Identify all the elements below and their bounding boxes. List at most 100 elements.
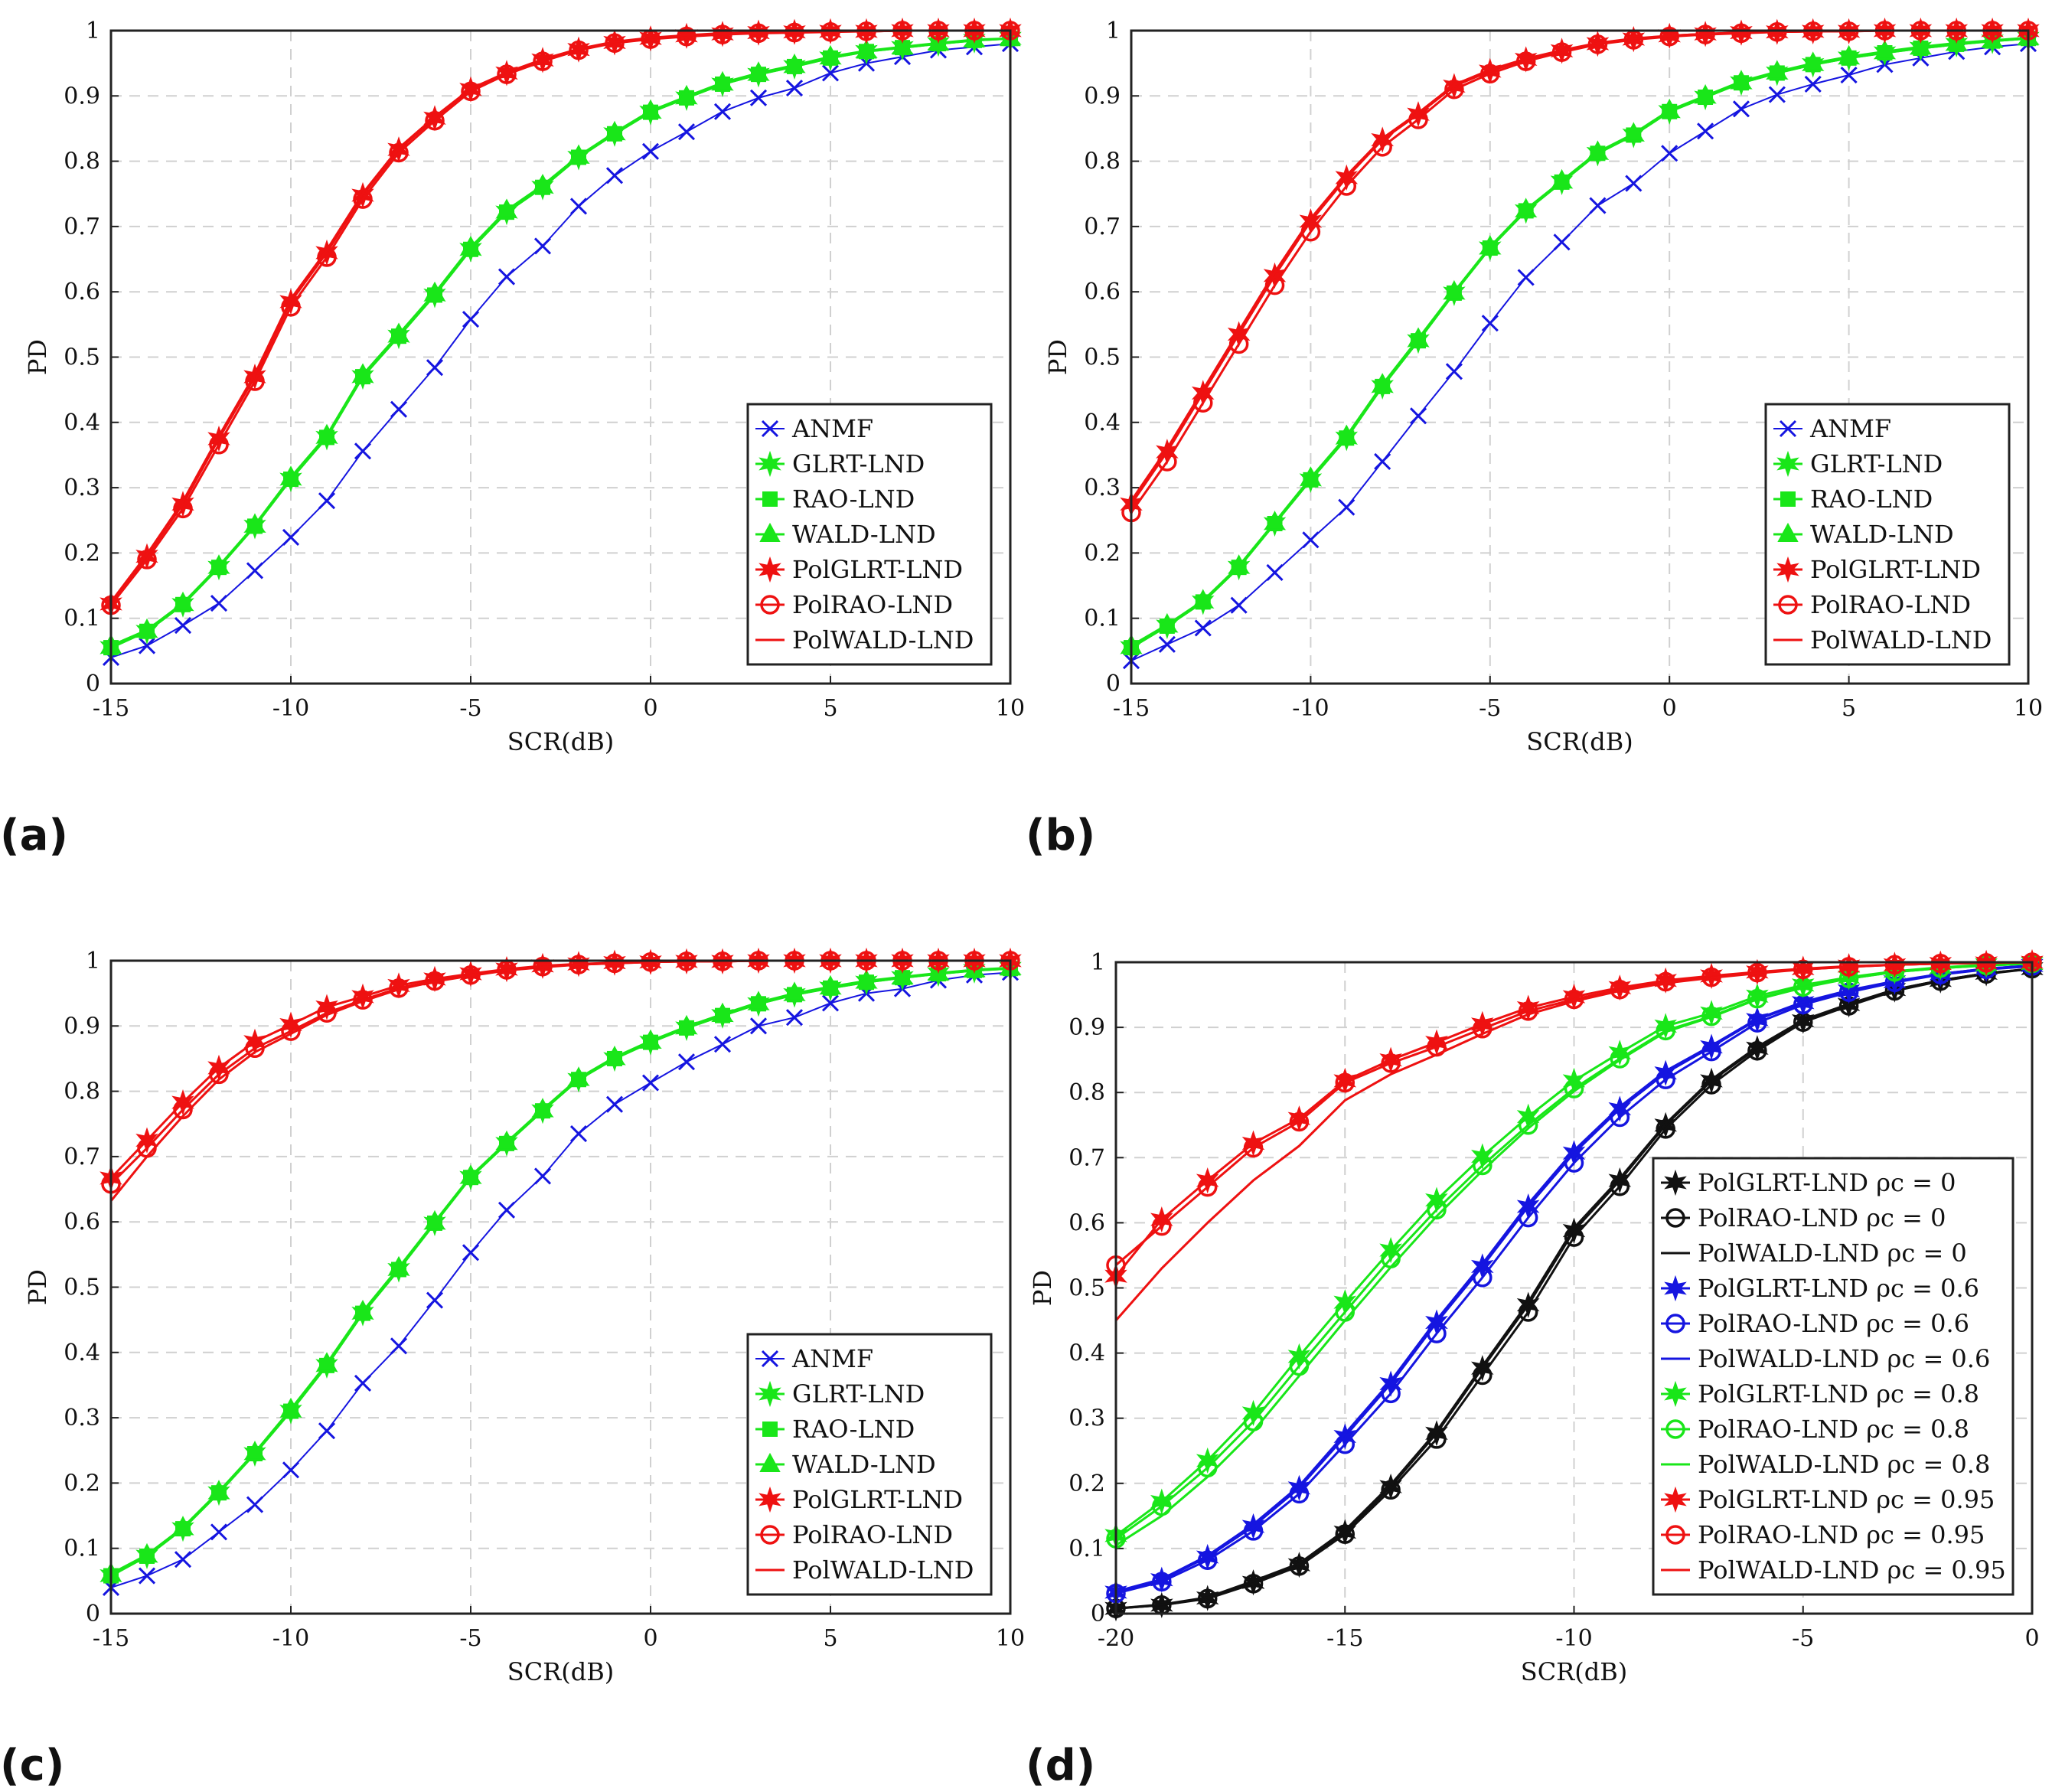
- data-point: [532, 174, 553, 194]
- y-axis-label: PD: [1043, 339, 1072, 375]
- data-point: [1241, 1513, 1265, 1540]
- y-tick-label: 0.8: [1068, 1079, 1105, 1106]
- data-point: [1473, 1155, 1493, 1176]
- data-point: [785, 1009, 804, 1027]
- legend-label: PolGLRT-LND ρc = 0.8: [1698, 1379, 1979, 1408]
- data-point: [1731, 70, 1752, 90]
- legend-marker: [1665, 1419, 1685, 1439]
- legend-label: RAO-LND: [792, 1415, 915, 1444]
- data-point: [138, 1567, 156, 1585]
- legend-entry: PolWALD-LND ρc = 0.95: [1661, 1555, 2006, 1585]
- data-point: [1158, 635, 1176, 653]
- y-tick-label: 0.9: [64, 83, 100, 109]
- data-point: [318, 1422, 336, 1440]
- legend-entry: PolWALD-LND: [755, 625, 974, 654]
- axes-frame: [1130, 29, 2030, 685]
- data-point: [353, 189, 373, 209]
- data-point: [425, 110, 445, 131]
- y-tick-label: 0.9: [1068, 1014, 1105, 1041]
- data-point: [1338, 498, 1355, 516]
- data-point: [496, 1131, 517, 1151]
- legend-entry: PolRAO-LND ρc = 0.95: [1661, 1520, 1985, 1549]
- panel-a: -15 -10 -5 0 5 10 0 0.1 0.2 0.3 0.4 0.5 0.6 0.7 0.8 0.9…: [0, 17, 1025, 860]
- data-point: [424, 281, 445, 301]
- data-point: [1302, 531, 1320, 549]
- data-point: [1444, 280, 1465, 300]
- y-axis-label: PD: [23, 339, 52, 375]
- data-point: [1518, 1207, 1538, 1228]
- data-point: [172, 1516, 194, 1536]
- data-point: [1747, 988, 1767, 1009]
- legend-label: PolGLRT-LND: [792, 555, 963, 584]
- axes-frame: [1114, 961, 2034, 1615]
- data-point: [1804, 75, 1822, 93]
- data-point: [246, 1496, 264, 1513]
- data-point: [1623, 122, 1645, 142]
- data-point: [426, 359, 444, 377]
- data-point: [1587, 140, 1609, 160]
- series-polwald-lnd-rhoc-0-8: [1115, 962, 2033, 1546]
- data-point: [1654, 1013, 1677, 1040]
- y-tick-label: 0.2: [64, 540, 100, 566]
- legend-marker: [758, 1380, 781, 1408]
- legend-label: PolRAO-LND: [792, 1520, 953, 1549]
- data-point: [1768, 86, 1786, 103]
- legend-entry: GLRT-LND: [1773, 449, 1943, 478]
- y-tick-label: 0.6: [1068, 1209, 1105, 1236]
- legend-marker: [758, 1486, 781, 1513]
- data-point: [1335, 1072, 1355, 1093]
- data-point: [1381, 1480, 1401, 1500]
- data-point: [713, 1036, 732, 1053]
- x-tick-label: 0: [2024, 1625, 2039, 1652]
- legend-entry: ANMF: [755, 414, 873, 443]
- x-tick-label: -15: [1326, 1625, 1363, 1652]
- y-tick-label: 1: [86, 948, 100, 974]
- y-tick-label: 0.2: [1084, 540, 1121, 566]
- legend-entry: RAO-LND: [755, 1415, 915, 1444]
- data-point: [604, 1046, 625, 1066]
- data-point: [1747, 1040, 1767, 1061]
- data-point: [138, 637, 156, 654]
- y-tick-label: 0.4: [1084, 410, 1121, 436]
- data-point: [426, 1291, 444, 1309]
- legend-label: PolGLRT-LND ρc = 0: [1698, 1168, 1956, 1197]
- data-point: [1625, 175, 1643, 192]
- legend-label: PolGLRT-LND ρc = 0.95: [1698, 1485, 1995, 1514]
- legend-entry: GLRT-LND: [755, 1379, 925, 1408]
- x-tick-label: -5: [459, 695, 481, 722]
- panel-label: (b): [1026, 811, 1095, 860]
- data-point: [1381, 1053, 1401, 1073]
- data-point: [280, 465, 302, 485]
- x-tick-label: -10: [272, 1625, 309, 1652]
- data-point: [210, 595, 228, 612]
- axes-frame: [109, 959, 1012, 1615]
- x-tick-label: -10: [1555, 1625, 1592, 1652]
- data-point: [390, 400, 408, 418]
- legend-entry: PolGLRT-LND ρc = 0.95: [1661, 1485, 1995, 1514]
- data-point: [785, 80, 804, 97]
- legend-marker: [762, 1422, 778, 1437]
- data-point: [1517, 269, 1535, 286]
- x-tick-label: 5: [823, 1625, 837, 1652]
- data-point: [1289, 1111, 1310, 1132]
- data-point: [1874, 40, 1896, 60]
- panel-label: (a): [0, 811, 68, 860]
- data-point: [1697, 122, 1714, 140]
- legend-label: PolRAO-LND ρc = 0: [1698, 1203, 1946, 1232]
- legend-box: [1764, 403, 2011, 666]
- legend-entry: PolRAO-LND ρc = 0.6: [1661, 1309, 1969, 1338]
- legend-entry: PolRAO-LND ρc = 0.8: [1661, 1415, 1969, 1444]
- data-point: [1838, 45, 1860, 65]
- data-point: [532, 1098, 553, 1118]
- legend-marker: [760, 1525, 780, 1545]
- x-tick-label: 0: [643, 695, 657, 722]
- data-point: [497, 64, 517, 84]
- y-tick-label: 0.7: [1084, 214, 1121, 240]
- data-point: [640, 99, 661, 119]
- data-point: [282, 1461, 300, 1479]
- data-point: [1701, 1006, 1721, 1027]
- data-point: [569, 1124, 588, 1143]
- panel-c: -15 -10 -5 0 5 10 0 0.1 0.2 0.3 0.4 0.5 0.6 0.7 0.8 0.9…: [0, 947, 1025, 1790]
- legend-entry: RAO-LND: [755, 485, 915, 514]
- legend: ANMF GLRT-LND RAO-LND WALD-LND PolGLRT-LND Po…: [746, 403, 993, 666]
